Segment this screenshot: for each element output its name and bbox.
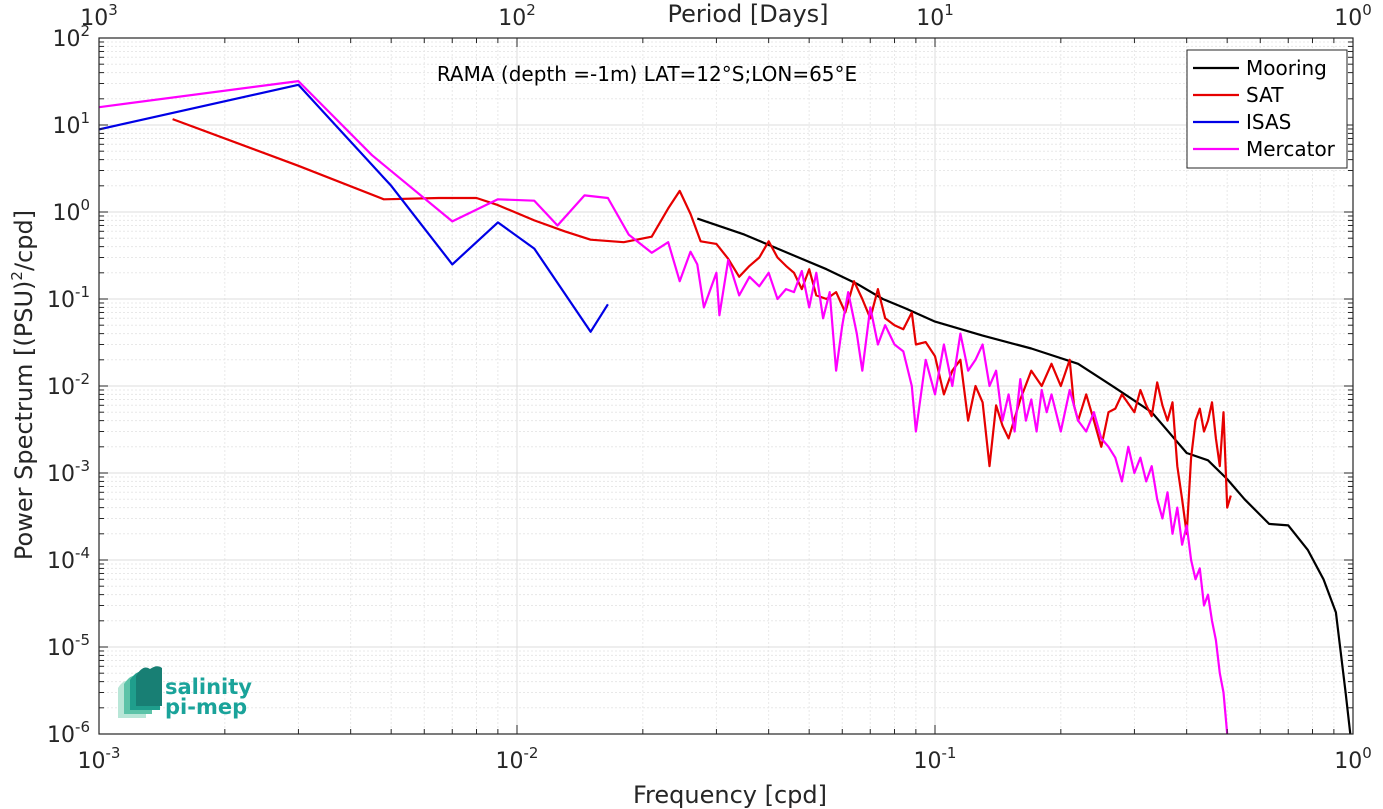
y-tick-label: 10-2 <box>47 370 90 400</box>
y-tick-label: 10-3 <box>47 457 90 487</box>
y-tick-label: 10-4 <box>47 544 90 574</box>
x-tick-label: 100 <box>1334 744 1372 774</box>
series-line-mercator <box>99 80 1229 734</box>
grid <box>98 38 1353 735</box>
series-line-mooring <box>696 217 1352 734</box>
legend: Mooring SAT ISAS Mercator <box>1186 49 1348 169</box>
top-tick-label: 101 <box>916 1 954 31</box>
y-tick-label: 101 <box>52 109 90 139</box>
data-series <box>99 80 1352 734</box>
legend-label-sat: SAT <box>1246 83 1284 107</box>
series-line-sat <box>172 118 1232 535</box>
top-tick-label: 103 <box>80 1 118 31</box>
chart-title: RAMA (depth =-1m) LAT=12°S;LON=65°E <box>437 62 857 86</box>
y-tick-label: 10-6 <box>47 718 90 748</box>
y-tick-label: 10-5 <box>47 631 90 661</box>
x-tick-label: 10-2 <box>496 744 539 774</box>
top-tick-label: 100 <box>1334 1 1372 31</box>
legend-label-mercator: Mercator <box>1246 137 1336 161</box>
logo-text-pimep: pi-mep <box>165 695 247 719</box>
x-tick-label: 10-1 <box>914 744 957 774</box>
y-tick-label: 100 <box>52 196 90 226</box>
legend-label-mooring: Mooring <box>1246 56 1327 80</box>
legend-label-isas: ISAS <box>1246 110 1291 134</box>
x-axis-label: Frequency [cpd] <box>633 781 827 809</box>
top-axis-label: Period [Days] <box>667 0 828 28</box>
y-axis-label-main: Power Spectrum [(PSU) <box>10 281 38 560</box>
y-tick-label: 102 <box>52 22 90 52</box>
y-axis-label-superscript: 2 <box>8 271 26 281</box>
x-tick-label: 10-3 <box>78 744 121 774</box>
logo-mark <box>118 666 162 718</box>
y-tick-label: 10-1 <box>47 283 90 313</box>
y-axis-label: Power Spectrum [(PSU)2/cpd] <box>8 210 38 560</box>
salinity-pi-mep-logo: salinity pi-mep <box>118 666 252 719</box>
top-tick-label: 102 <box>498 1 536 31</box>
series-line-isas <box>99 83 609 333</box>
y-axis-label-suffix: /cpd] <box>10 210 38 271</box>
logo-text-salinity: salinity <box>165 675 252 699</box>
